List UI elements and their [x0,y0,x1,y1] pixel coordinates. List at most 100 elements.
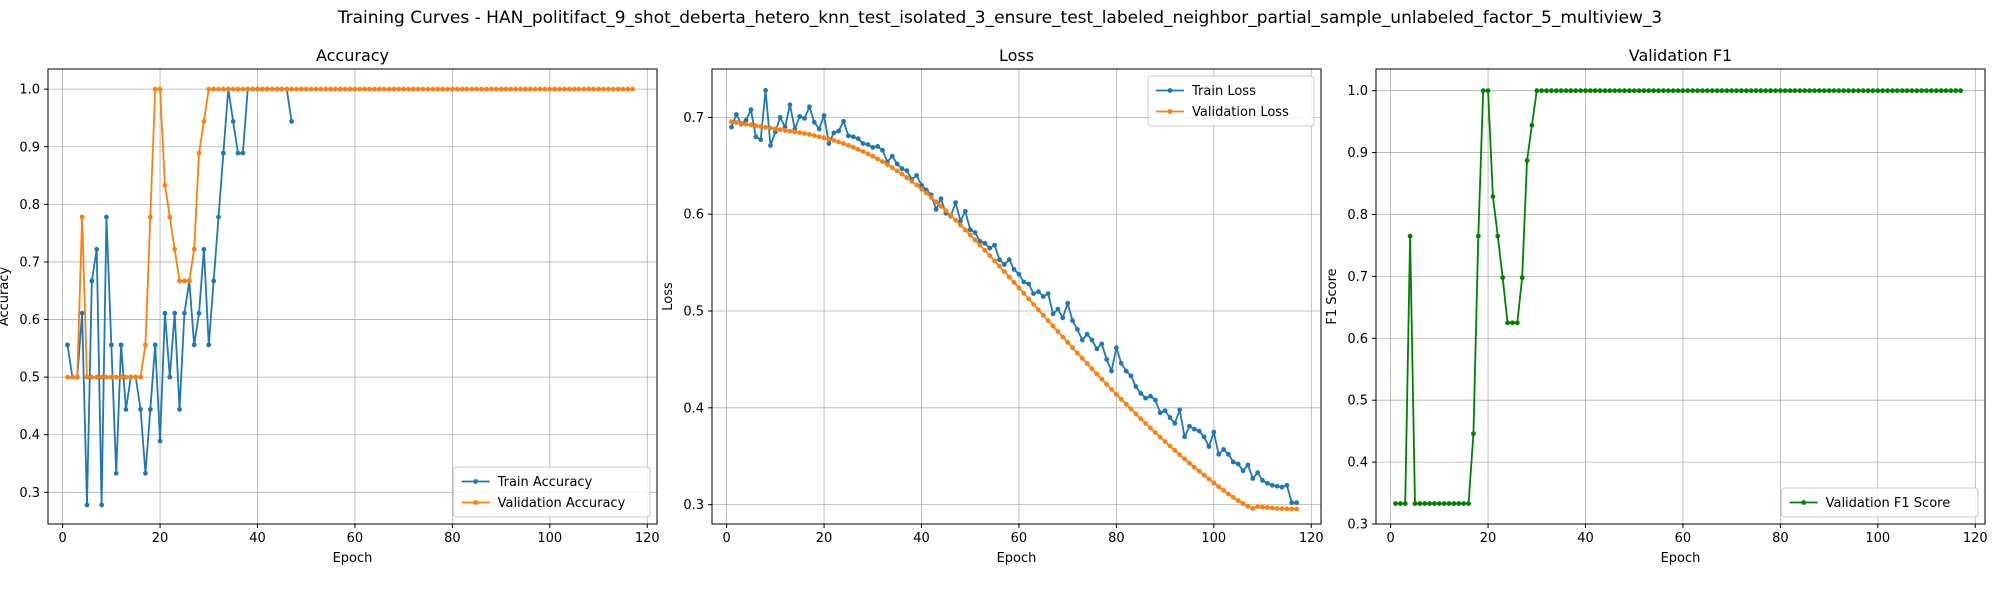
data-point [1548,88,1554,94]
data-point [108,374,114,380]
data-point [1622,88,1627,94]
data-point [1089,337,1095,343]
data-point [586,86,592,92]
data-point [328,86,333,92]
data-point [938,203,944,209]
data-point [1123,401,1129,407]
legend-marker [473,500,478,505]
data-point [1157,410,1163,416]
data-point [1123,368,1129,374]
data-point [284,86,290,92]
data-point [1152,397,1158,403]
data-point [758,124,764,129]
data-point [1597,88,1603,94]
data-point [386,86,392,92]
data-point [992,242,997,248]
data-point [162,310,168,316]
data-point [836,128,842,134]
data-point [318,86,324,92]
legend: Validation F1 Score [1781,487,1979,518]
legend-marker [473,479,478,484]
data-point [982,247,988,253]
data-point [591,86,597,92]
x-axis-label: Epoch [997,551,1037,566]
data-point [1841,88,1847,94]
x-tick-label: 80 [1772,531,1789,546]
data-point [1670,88,1676,94]
data-point [1031,291,1036,296]
chart-f1: 0 20 40 60 80 100 120 0.3 0.4 0.5 0.6 0.7 0.8 0.9 1.0 V… [1325,46,1988,566]
data-point [1524,158,1530,164]
x-tick-label: 0 [1386,531,1394,546]
data-point [1036,289,1041,295]
data-point [630,86,636,92]
data-point [177,278,182,284]
data-point [875,156,881,162]
data-point [933,206,939,212]
data-point [763,124,768,130]
data-point [729,124,734,130]
data-point [1050,323,1056,329]
data-point [972,230,978,236]
data-point [1265,480,1270,486]
data-point [1196,468,1202,474]
data-point [875,144,881,149]
data-point [162,182,168,188]
data-point [220,86,226,92]
data-point [1602,88,1608,94]
data-point [1235,498,1241,503]
data-point [1607,88,1613,94]
data-point [1031,301,1036,307]
data-point [1626,88,1632,94]
data-point [889,153,895,159]
y-tick-label: 0.9 [1347,146,1368,161]
data-point [1563,88,1569,94]
data-point [1890,88,1895,94]
data-point [768,143,773,148]
data-point [1695,88,1700,94]
data-point [1690,88,1696,94]
data-point [1427,501,1432,506]
data-point [1001,262,1007,267]
data-point [1250,506,1256,511]
data-point [474,86,480,92]
figure-suptitle: Training Curves - HAN_politifact_9_shot_… [337,8,1663,28]
x-tick-label: 20 [816,531,833,546]
data-point [1294,500,1300,506]
data-point [1094,346,1100,352]
data-point [1661,88,1666,94]
data-point [191,342,197,348]
data-point [1787,88,1793,94]
data-point [425,86,431,92]
data-point [1289,500,1295,506]
data-point [1216,451,1222,457]
data-point [367,86,372,92]
y-tick-label: 0.6 [1347,332,1368,347]
data-point [1221,488,1226,493]
data-point [1133,411,1139,417]
data-point [206,86,212,92]
data-point [1578,88,1584,94]
x-tick-label: 0 [722,531,730,546]
y-tick-label: 0.3 [1347,518,1368,533]
data-point [289,86,294,92]
data-point [562,86,567,92]
data-point [1065,300,1071,306]
data-point [89,374,95,380]
data-point [1953,88,1959,94]
legend: Train Loss Validation Loss [1147,75,1315,127]
data-point [1045,291,1051,296]
data-point [884,162,890,167]
data-point [1851,88,1856,94]
x-tick-label: 80 [1108,531,1125,546]
data-point [933,199,939,205]
data-point [914,182,920,188]
data-point [1641,88,1647,94]
y-tick-label: 0.7 [19,255,40,270]
data-point [1162,439,1168,445]
data-point [1177,407,1183,413]
y-tick-label: 0.3 [19,486,40,501]
data-point [1230,494,1236,500]
data-point [787,128,793,134]
data-point [152,86,158,92]
